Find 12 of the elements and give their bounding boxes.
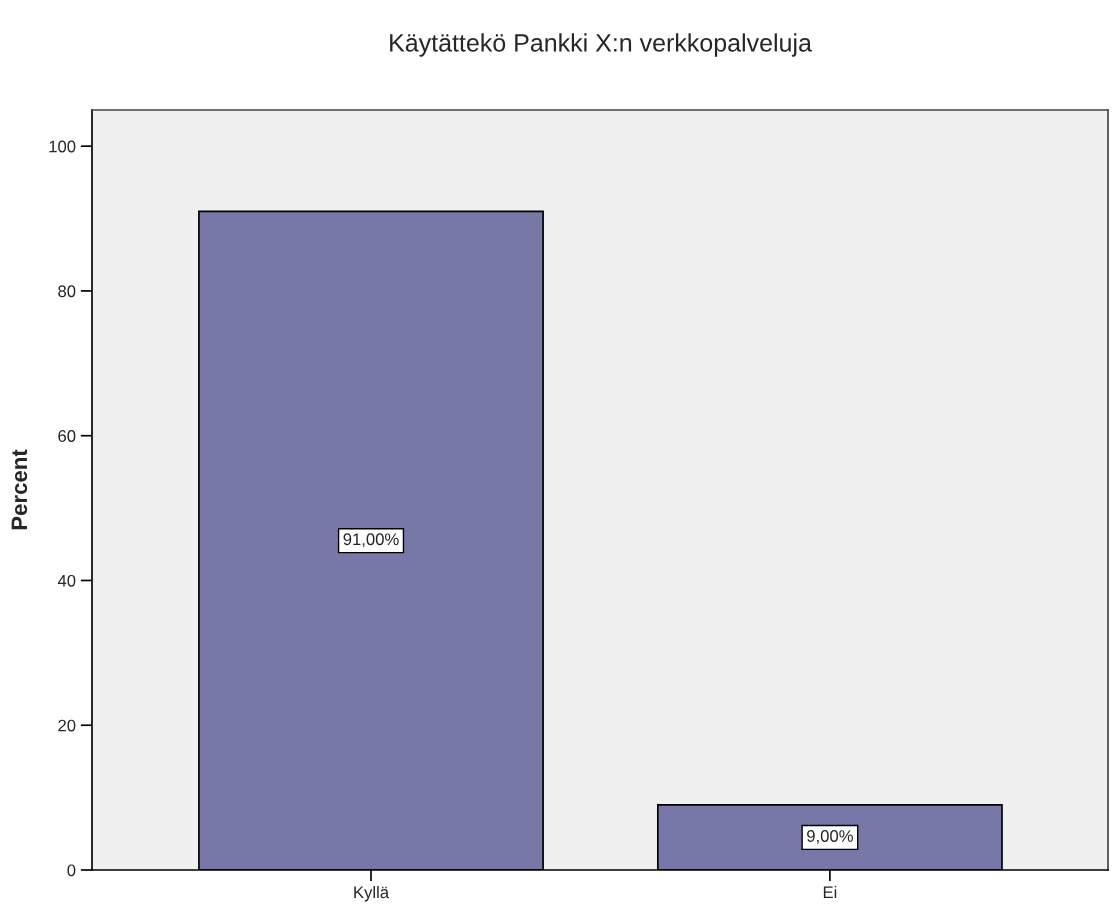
y-tick-label: 40 (57, 574, 76, 587)
data-label: 9,00% (807, 830, 853, 844)
x-tick-label: Kyllä (354, 885, 390, 902)
x-tick-label: Ei (823, 885, 837, 899)
y-tick-label: 0 (67, 864, 76, 877)
data-label: 91,00% (343, 533, 399, 548)
chart-title: Käytättekö Pankki X:n verkkopalveluja (390, 33, 812, 57)
y-tick-label: 20 (58, 719, 76, 732)
y-axis-title: Percent (11, 449, 28, 530)
y-tick-label: 100 (49, 140, 76, 153)
y-tick-label: 80 (58, 285, 76, 298)
y-tick-label: 60 (58, 430, 76, 442)
